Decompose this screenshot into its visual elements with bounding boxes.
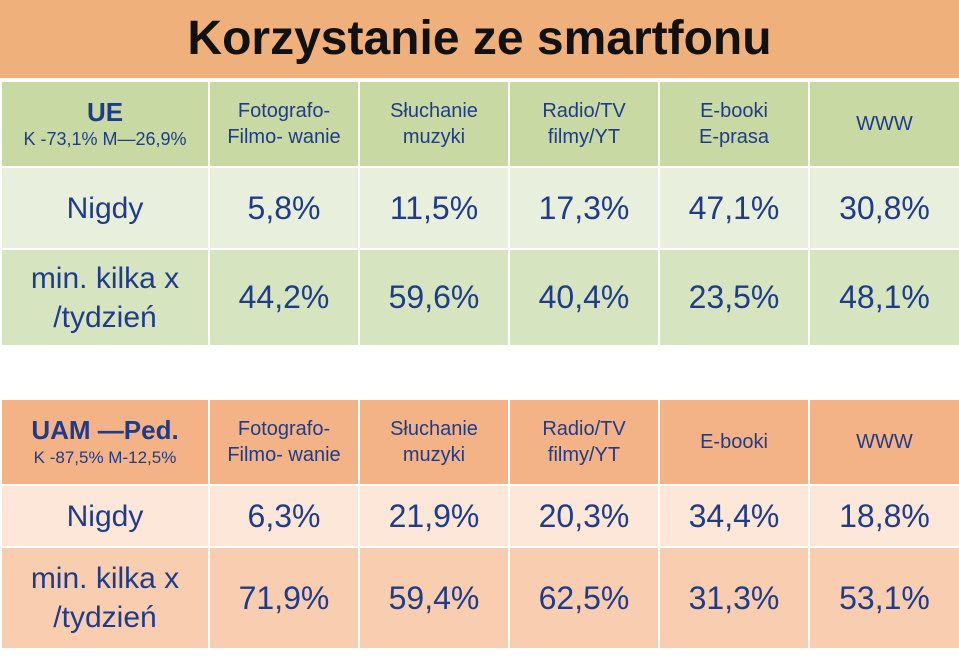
uam-group-label: UAM —Ped. (31, 415, 179, 446)
header-label: Radio/TV filmy/YT (542, 418, 626, 466)
header-label: Słuchanie muzyki (390, 100, 478, 148)
uam-header-music: Słuchanie muzyki (358, 398, 510, 486)
uam-group-cell: UAM —Ped. K -87,5% M-12,5% (0, 398, 210, 486)
ue-header-radio: Radio/TV filmy/YT (508, 80, 660, 168)
table-cell: 23,5% (658, 248, 810, 347)
uam-header-photo: Fotografo- Filmo- wanie (208, 398, 360, 486)
header-label: Radio/TV filmy/YT (542, 100, 626, 148)
uam-gender-split: K -87,5% M-12,5% (33, 447, 177, 467)
ue-header-ebooks: E-booki E-prasa (658, 80, 810, 168)
uam-header-radio: Radio/TV filmy/YT (508, 398, 660, 486)
ue-header-music: Słuchanie muzyki (358, 80, 510, 168)
table-cell: 53,1% (808, 546, 959, 650)
table-row: min. kilka x /tydzień 71,9% 59,4% 62,5% … (0, 546, 959, 650)
header-label: E-booki E-prasa (698, 100, 770, 148)
table-cell: 47,1% (658, 166, 810, 250)
row-label: Nigdy (0, 166, 210, 250)
table-row: Nigdy 6,3% 21,9% 20,3% 34,4% 18,8% (0, 484, 959, 548)
table-cell: 59,4% (358, 546, 510, 650)
table-cell: 48,1% (808, 248, 959, 347)
uam-table: UAM —Ped. K -87,5% M-12,5% Fotografo- Fi… (0, 398, 959, 650)
table-cell: 18,8% (808, 484, 959, 548)
table-cell: 30,8% (808, 166, 959, 250)
table-cell: 21,9% (358, 484, 510, 548)
table-cell: 17,3% (508, 166, 660, 250)
ue-header-photo: Fotografo- Filmo- wanie (208, 80, 360, 168)
table-cell: 6,3% (208, 484, 360, 548)
row-label: min. kilka x /tydzień (0, 546, 210, 650)
row-label: Nigdy (0, 484, 210, 548)
table-cell: 62,5% (508, 546, 660, 650)
table-cell: 20,3% (508, 484, 660, 548)
uam-header-www: WWW (808, 398, 959, 486)
slide-title: Korzystanie ze smartfonu (187, 12, 772, 65)
slide-title-bar: Korzystanie ze smartfonu (0, 0, 959, 78)
ue-gender-split: K -73,1% M—26,9% (23, 128, 187, 149)
table-cell: 40,4% (508, 248, 660, 347)
table-row: Nigdy 5,8% 11,5% 17,3% 47,1% 30,8% (0, 166, 959, 250)
header-label: Fotografo- Filmo- wanie (227, 100, 341, 148)
table-row: min. kilka x /tydzień 44,2% 59,6% 40,4% … (0, 248, 959, 347)
table-cell: 71,9% (208, 546, 360, 650)
header-label: Fotografo- Filmo- wanie (227, 418, 341, 466)
table-cell: 31,3% (658, 546, 810, 650)
table-cell: 5,8% (208, 166, 360, 250)
ue-group-cell: UE K -73,1% M—26,9% (0, 80, 210, 168)
header-label: Słuchanie muzyki (390, 418, 478, 466)
table-cell: 59,6% (358, 248, 510, 347)
ue-group-label: UE (86, 96, 124, 127)
uam-header-row: UAM —Ped. K -87,5% M-12,5% Fotografo- Fi… (0, 398, 959, 486)
header-label: E-booki (700, 431, 768, 453)
header-label: WWW (856, 113, 913, 135)
uam-header-ebooks: E-booki (658, 398, 810, 486)
ue-header-row: UE K -73,1% M—26,9% Fotografo- Filmo- wa… (0, 80, 959, 168)
ue-header-www: WWW (808, 80, 959, 168)
header-label: WWW (856, 431, 913, 453)
row-label: min. kilka x /tydzień (0, 248, 210, 347)
table-cell: 11,5% (358, 166, 510, 250)
table-cell: 44,2% (208, 248, 360, 347)
ue-table: UE K -73,1% M—26,9% Fotografo- Filmo- wa… (0, 80, 959, 347)
table-cell: 34,4% (658, 484, 810, 548)
